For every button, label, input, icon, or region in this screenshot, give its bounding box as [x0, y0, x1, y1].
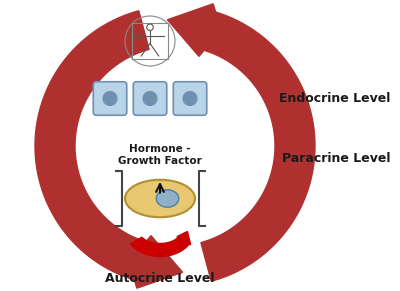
Polygon shape — [130, 231, 190, 256]
Ellipse shape — [156, 190, 179, 207]
Circle shape — [143, 91, 157, 106]
FancyBboxPatch shape — [93, 82, 127, 115]
Ellipse shape — [125, 180, 195, 217]
Text: Autocrine Level: Autocrine Level — [105, 272, 215, 285]
Text: Endocrine Level: Endocrine Level — [279, 92, 390, 105]
Text: Paracrine Level: Paracrine Level — [282, 152, 390, 165]
Circle shape — [183, 91, 197, 106]
FancyBboxPatch shape — [173, 82, 207, 115]
Polygon shape — [35, 11, 182, 288]
FancyBboxPatch shape — [133, 82, 167, 115]
Bar — [132, 23, 168, 59]
Polygon shape — [168, 4, 315, 281]
Circle shape — [103, 91, 117, 106]
Text: Hormone -
Growth Factor: Hormone - Growth Factor — [118, 143, 202, 166]
